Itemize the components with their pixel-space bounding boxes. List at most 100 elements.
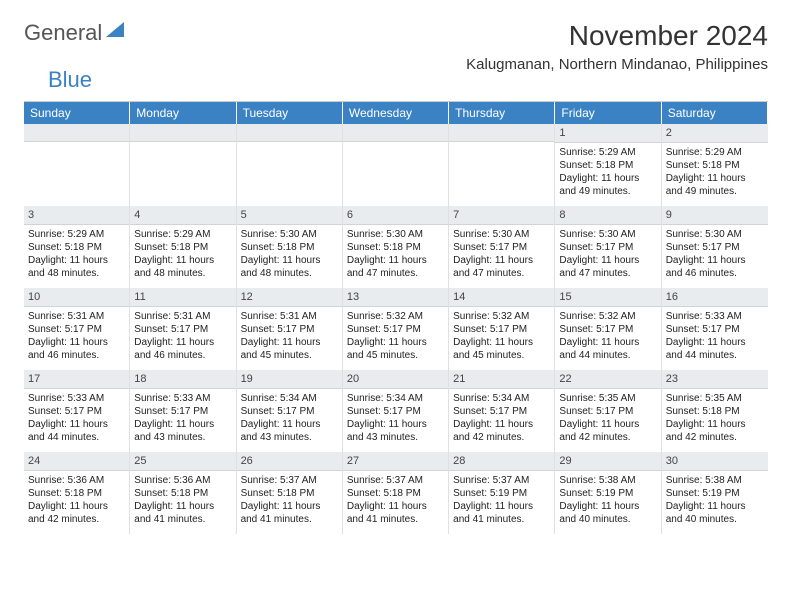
sunrise-line: Sunrise: 5:31 AM: [241, 310, 338, 323]
weekday-header: Thursday: [449, 102, 555, 124]
calendar-grid: SundayMondayTuesdayWednesdayThursdayFrid…: [24, 101, 768, 534]
calendar-cell: 18Sunrise: 5:33 AMSunset: 5:17 PMDayligh…: [130, 370, 236, 452]
daylight-line: Daylight: 11 hours and 44 minutes.: [666, 336, 764, 362]
day-body: Sunrise: 5:34 AMSunset: 5:17 PMDaylight:…: [343, 389, 448, 448]
day-body: Sunrise: 5:30 AMSunset: 5:17 PMDaylight:…: [662, 225, 768, 284]
day-body: Sunrise: 5:30 AMSunset: 5:17 PMDaylight:…: [449, 225, 554, 284]
daylight-line: Daylight: 11 hours and 44 minutes.: [28, 418, 125, 444]
calendar-cell: 26Sunrise: 5:37 AMSunset: 5:18 PMDayligh…: [237, 452, 343, 534]
day-number: 4: [130, 206, 235, 225]
sunrise-line: Sunrise: 5:30 AM: [559, 228, 656, 241]
sunrise-line: Sunrise: 5:32 AM: [347, 310, 444, 323]
day-body: Sunrise: 5:34 AMSunset: 5:17 PMDaylight:…: [237, 389, 342, 448]
sunset-line: Sunset: 5:18 PM: [28, 487, 125, 500]
day-number: 12: [237, 288, 342, 307]
day-body: Sunrise: 5:32 AMSunset: 5:17 PMDaylight:…: [449, 307, 554, 366]
sunset-line: Sunset: 5:17 PM: [28, 323, 125, 336]
sunrise-line: Sunrise: 5:35 AM: [666, 392, 764, 405]
day-number: 26: [237, 452, 342, 471]
daylight-line: Daylight: 11 hours and 40 minutes.: [666, 500, 764, 526]
calendar-cell-blank: [343, 124, 449, 206]
sunrise-line: Sunrise: 5:35 AM: [559, 392, 656, 405]
day-number: 23: [662, 370, 768, 389]
logo-word1: General: [24, 20, 102, 46]
day-body: Sunrise: 5:33 AMSunset: 5:17 PMDaylight:…: [130, 389, 235, 448]
day-number: 7: [449, 206, 554, 225]
day-number: 3: [24, 206, 129, 225]
weekday-header: Tuesday: [237, 102, 343, 124]
day-number: 27: [343, 452, 448, 471]
daylight-line: Daylight: 11 hours and 46 minutes.: [134, 336, 231, 362]
sunset-line: Sunset: 5:17 PM: [347, 405, 444, 418]
calendar-cell: 1Sunrise: 5:29 AMSunset: 5:18 PMDaylight…: [555, 124, 661, 206]
daylight-line: Daylight: 11 hours and 47 minutes.: [347, 254, 444, 280]
calendar-cell: 16Sunrise: 5:33 AMSunset: 5:17 PMDayligh…: [662, 288, 768, 370]
day-number: 13: [343, 288, 448, 307]
sunrise-line: Sunrise: 5:33 AM: [666, 310, 764, 323]
sunrise-line: Sunrise: 5:33 AM: [134, 392, 231, 405]
sunrise-line: Sunrise: 5:29 AM: [559, 146, 656, 159]
daylight-line: Daylight: 11 hours and 41 minutes.: [453, 500, 550, 526]
day-number: 8: [555, 206, 660, 225]
day-number: 22: [555, 370, 660, 389]
month-title: November 2024: [466, 20, 768, 52]
day-body: Sunrise: 5:35 AMSunset: 5:17 PMDaylight:…: [555, 389, 660, 448]
sunset-line: Sunset: 5:17 PM: [666, 323, 764, 336]
day-body: Sunrise: 5:37 AMSunset: 5:19 PMDaylight:…: [449, 471, 554, 530]
calendar-cell: 5Sunrise: 5:30 AMSunset: 5:18 PMDaylight…: [237, 206, 343, 288]
calendar-cell: 2Sunrise: 5:29 AMSunset: 5:18 PMDaylight…: [662, 124, 768, 206]
sunrise-line: Sunrise: 5:33 AM: [28, 392, 125, 405]
sunset-line: Sunset: 5:19 PM: [453, 487, 550, 500]
day-body: Sunrise: 5:35 AMSunset: 5:18 PMDaylight:…: [662, 389, 768, 448]
logo-word2: Blue: [48, 67, 92, 93]
calendar-cell: 11Sunrise: 5:31 AMSunset: 5:17 PMDayligh…: [130, 288, 236, 370]
daylight-line: Daylight: 11 hours and 45 minutes.: [241, 336, 338, 362]
daylight-line: Daylight: 11 hours and 41 minutes.: [134, 500, 231, 526]
calendar-cell: 30Sunrise: 5:38 AMSunset: 5:19 PMDayligh…: [662, 452, 768, 534]
calendar-cell: 21Sunrise: 5:34 AMSunset: 5:17 PMDayligh…: [449, 370, 555, 452]
day-number: 1: [555, 124, 660, 143]
sunset-line: Sunset: 5:17 PM: [559, 405, 656, 418]
calendar-cell: 19Sunrise: 5:34 AMSunset: 5:17 PMDayligh…: [237, 370, 343, 452]
sunrise-line: Sunrise: 5:30 AM: [453, 228, 550, 241]
sunset-line: Sunset: 5:17 PM: [453, 405, 550, 418]
daylight-line: Daylight: 11 hours and 48 minutes.: [134, 254, 231, 280]
sunset-line: Sunset: 5:17 PM: [28, 405, 125, 418]
sunset-line: Sunset: 5:17 PM: [559, 323, 656, 336]
sunrise-line: Sunrise: 5:37 AM: [347, 474, 444, 487]
sunset-line: Sunset: 5:17 PM: [134, 405, 231, 418]
daylight-line: Daylight: 11 hours and 48 minutes.: [28, 254, 125, 280]
title-block: November 2024 Kalugmanan, Northern Minda…: [466, 20, 768, 73]
day-body: Sunrise: 5:30 AMSunset: 5:18 PMDaylight:…: [343, 225, 448, 284]
daylight-line: Daylight: 11 hours and 46 minutes.: [28, 336, 125, 362]
day-number: 18: [130, 370, 235, 389]
day-number: 5: [237, 206, 342, 225]
calendar-cell-blank: [130, 124, 236, 206]
sunset-line: Sunset: 5:19 PM: [559, 487, 656, 500]
sunrise-line: Sunrise: 5:34 AM: [241, 392, 338, 405]
sunset-line: Sunset: 5:18 PM: [134, 487, 231, 500]
sunrise-line: Sunrise: 5:30 AM: [241, 228, 338, 241]
daylight-line: Daylight: 11 hours and 45 minutes.: [453, 336, 550, 362]
day-body: Sunrise: 5:31 AMSunset: 5:17 PMDaylight:…: [130, 307, 235, 366]
sunset-line: Sunset: 5:18 PM: [241, 487, 338, 500]
daylight-line: Daylight: 11 hours and 42 minutes.: [559, 418, 656, 444]
day-body: Sunrise: 5:31 AMSunset: 5:17 PMDaylight:…: [237, 307, 342, 366]
day-body: Sunrise: 5:29 AMSunset: 5:18 PMDaylight:…: [555, 143, 660, 202]
sunset-line: Sunset: 5:18 PM: [666, 405, 764, 418]
calendar-cell: 17Sunrise: 5:33 AMSunset: 5:17 PMDayligh…: [24, 370, 130, 452]
day-body: Sunrise: 5:30 AMSunset: 5:18 PMDaylight:…: [237, 225, 342, 284]
sunset-line: Sunset: 5:17 PM: [134, 323, 231, 336]
day-body: Sunrise: 5:37 AMSunset: 5:18 PMDaylight:…: [343, 471, 448, 530]
sunset-line: Sunset: 5:18 PM: [28, 241, 125, 254]
logo-sail-icon: [106, 22, 128, 45]
calendar-cell: 20Sunrise: 5:34 AMSunset: 5:17 PMDayligh…: [343, 370, 449, 452]
day-body: Sunrise: 5:29 AMSunset: 5:18 PMDaylight:…: [130, 225, 235, 284]
day-number: 29: [555, 452, 660, 471]
weekday-header: Saturday: [662, 102, 768, 124]
calendar-cell: 7Sunrise: 5:30 AMSunset: 5:17 PMDaylight…: [449, 206, 555, 288]
day-number: 25: [130, 452, 235, 471]
weekday-header: Sunday: [24, 102, 130, 124]
calendar-cell: 4Sunrise: 5:29 AMSunset: 5:18 PMDaylight…: [130, 206, 236, 288]
sunrise-line: Sunrise: 5:34 AM: [347, 392, 444, 405]
